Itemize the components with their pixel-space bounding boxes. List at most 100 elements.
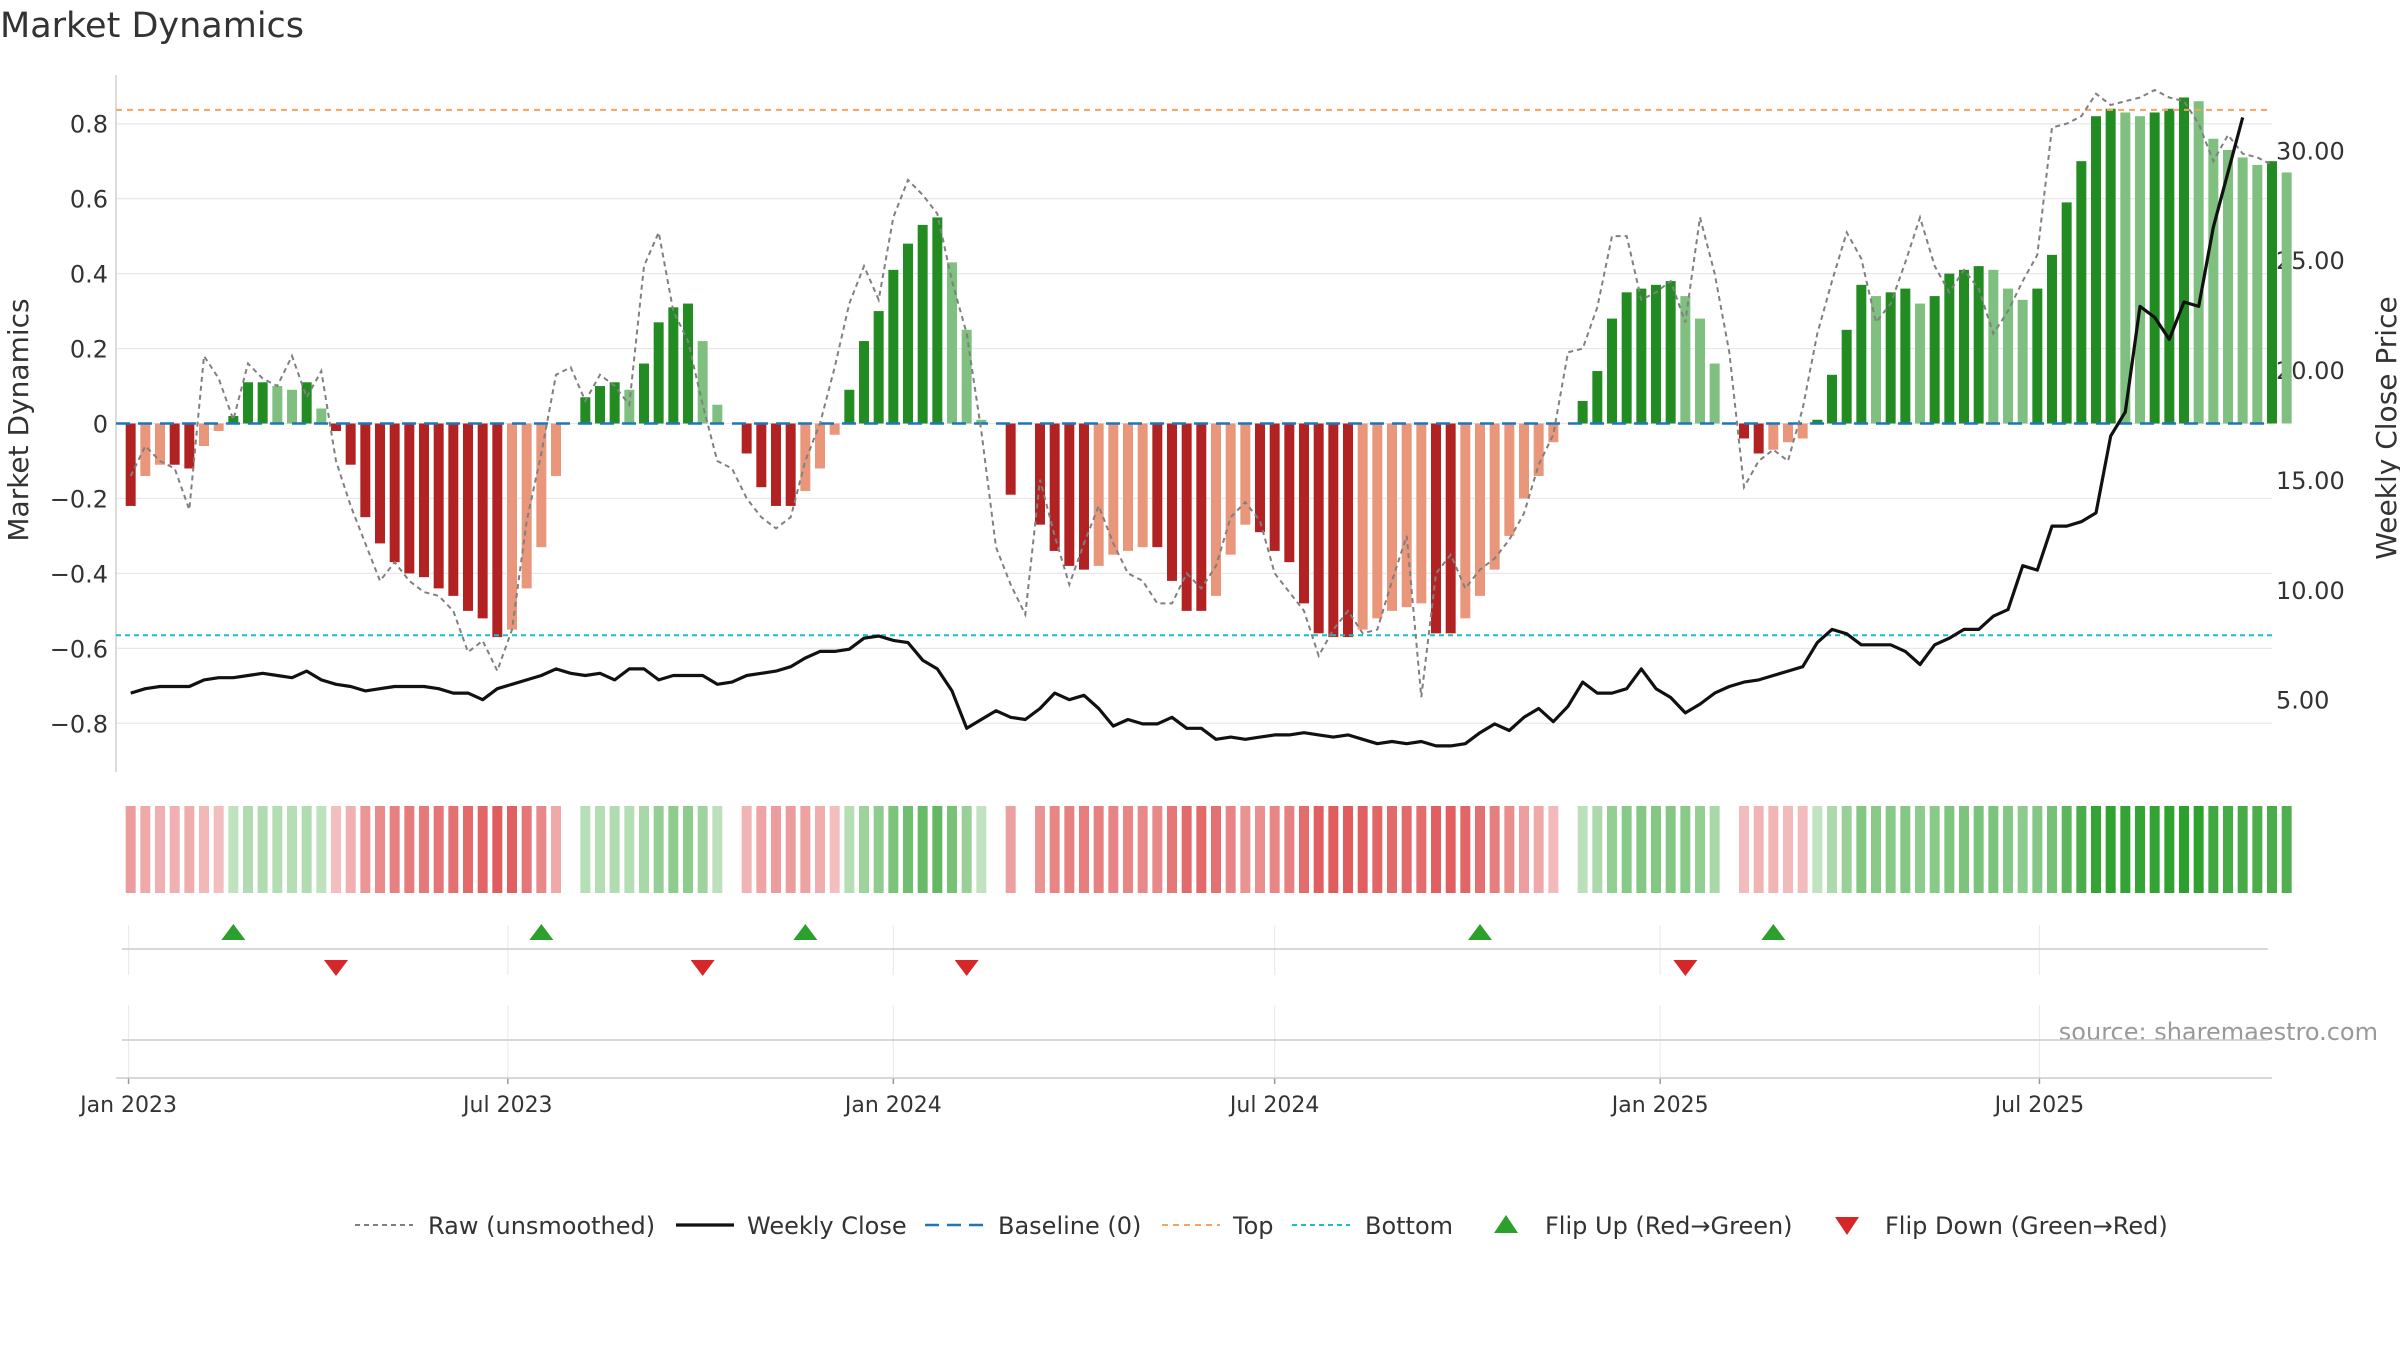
- regime-cell: [668, 806, 679, 893]
- bar: [1797, 423, 1808, 439]
- bar: [2267, 161, 2277, 424]
- regime-cell: [1871, 806, 1881, 893]
- regime-cell: [1577, 806, 1588, 893]
- bar: [976, 419, 987, 424]
- bar: [419, 423, 429, 578]
- flip-up-marker: [793, 924, 818, 940]
- flip-down-marker: [324, 960, 348, 976]
- bar: [1035, 423, 1045, 525]
- bar: [1871, 296, 1881, 424]
- regime-cell: [1753, 806, 1764, 893]
- regime-cell: [2105, 806, 2116, 893]
- regime-cell: [2047, 806, 2057, 893]
- regime-cell: [771, 806, 781, 893]
- bar: [785, 423, 796, 506]
- regime-cell: [272, 806, 283, 893]
- bar: [2003, 288, 2013, 424]
- bar: [448, 423, 459, 596]
- regime-cell: [2208, 806, 2219, 893]
- regime-cell: [697, 806, 708, 893]
- bar: [492, 423, 503, 638]
- regime-cell: [1108, 806, 1119, 893]
- bar: [213, 423, 224, 431]
- regime-cell: [785, 806, 796, 893]
- bar: [1973, 266, 1984, 424]
- regime-cell: [639, 806, 649, 893]
- regime-cell: [448, 806, 459, 893]
- regime-cell: [477, 806, 488, 893]
- bar: [2237, 157, 2248, 424]
- bar: [433, 423, 444, 589]
- regime-cell: [2179, 806, 2189, 893]
- regime-cell: [844, 806, 855, 893]
- legend-label-top: Top: [1232, 1212, 1274, 1240]
- regime-cell: [1533, 806, 1544, 893]
- regime-cell: [1372, 806, 1383, 893]
- y-tick-label-left: −0.6: [50, 635, 108, 663]
- regime-cell: [1768, 806, 1779, 893]
- bar: [257, 382, 268, 424]
- bar: [155, 423, 165, 465]
- regime-cell: [1123, 806, 1133, 893]
- regime-cell: [2223, 806, 2233, 893]
- bar: [932, 217, 943, 424]
- bar: [1269, 423, 1280, 551]
- y-tick-label-right: 5.00: [2276, 687, 2329, 715]
- bar: [1944, 273, 1955, 424]
- regime-cell: [683, 806, 693, 893]
- bar: [477, 423, 488, 619]
- bar: [2061, 202, 2072, 424]
- regime-cell: [580, 806, 591, 893]
- regime-cell: [1841, 806, 1852, 893]
- bar: [2223, 149, 2233, 424]
- regime-cell: [1827, 806, 1837, 893]
- bar: [1255, 423, 1265, 533]
- bar: [1387, 423, 1397, 611]
- x-tick-label: Jul 2023: [461, 1093, 553, 1118]
- regime-cell: [1695, 806, 1705, 893]
- bar: [1577, 401, 1588, 424]
- regime-cell: [2149, 806, 2160, 893]
- bar: [199, 423, 209, 446]
- bar: [1445, 423, 1456, 634]
- y-tick-label-right: 10.00: [2276, 577, 2345, 605]
- bar: [1519, 423, 1529, 499]
- regime-cell: [1885, 806, 1896, 893]
- raw-series-line: [129, 88, 2273, 698]
- bar: [917, 224, 928, 424]
- regime-cell: [1284, 806, 1295, 893]
- legend-label-close: Weekly Close: [747, 1212, 907, 1240]
- chart-title: Market Dynamics: [0, 6, 304, 46]
- regime-cell: [1445, 806, 1456, 893]
- regime-cell: [653, 806, 664, 893]
- bar: [1812, 419, 1823, 424]
- bar: [2193, 101, 2204, 424]
- regime-cell: [859, 806, 869, 893]
- y-tick-label-left: −0.2: [50, 485, 108, 513]
- flip-up-marker: [1761, 924, 1786, 940]
- y-tick-label-left: 0.8: [70, 111, 108, 139]
- weekly-close-line: [130, 116, 2245, 748]
- bar: [903, 243, 913, 424]
- bar: [815, 423, 825, 469]
- regime-cell: [1812, 806, 1823, 893]
- regime-cell: [419, 806, 429, 893]
- bar: [961, 329, 972, 424]
- regime-cell: [1592, 806, 1603, 893]
- bar: [844, 389, 855, 424]
- regime-cell: [2237, 806, 2248, 893]
- bar: [2120, 112, 2131, 424]
- left-axis-label: Market Dynamics: [2, 298, 35, 541]
- bar: [1123, 423, 1133, 551]
- regime-cell: [536, 806, 547, 893]
- regime-cell: [1519, 806, 1529, 893]
- regime-cell: [2120, 806, 2131, 893]
- regime-cell: [1343, 806, 1353, 893]
- x-tick-label: Jan 2023: [78, 1093, 177, 1118]
- regime-cell: [551, 806, 561, 893]
- regime-cell: [1005, 806, 1016, 893]
- regime-cell: [595, 806, 605, 893]
- bar: [668, 307, 679, 424]
